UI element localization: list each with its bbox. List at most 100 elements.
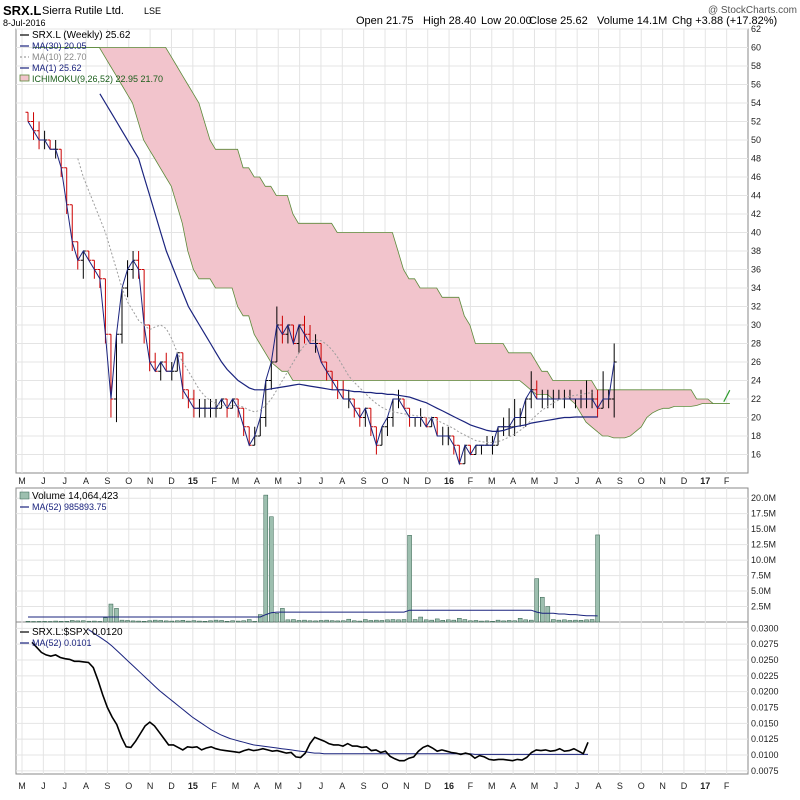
price-y-tick: 48: [751, 154, 761, 164]
volume-bars: [25, 494, 600, 623]
x-tick-label: S: [361, 781, 367, 791]
x-tick-label: F: [468, 476, 474, 486]
x-tick-label: A: [596, 476, 602, 486]
volume-bar: [396, 619, 401, 623]
volume-bar: [53, 620, 58, 623]
price-y-tick: 24: [751, 376, 761, 386]
x-tick-label: D: [424, 476, 431, 486]
volume-bar: [528, 619, 534, 623]
volume-bar: [296, 620, 302, 623]
price-y-tick: 52: [751, 117, 761, 127]
volume-bar: [368, 620, 374, 623]
x-tick-label: D: [681, 476, 688, 486]
x-tick-label: 16: [444, 476, 454, 486]
price-y-tick: 44: [751, 191, 761, 201]
x-tick-label: 17: [700, 781, 710, 791]
x-tick-label: O: [381, 476, 388, 486]
ohlc-bar: [467, 444, 473, 455]
volume-bar: [418, 616, 423, 623]
legend-ma1: MA(1) 25.62: [32, 63, 82, 73]
axis-labels: M M J J J J A A S S O O N N D D 15 15 F F M M A A M M J J J J A A S S O O N N…: [18, 24, 778, 791]
volume-y-tick: 10.0M: [751, 555, 776, 565]
volume-value: Volume 14.1M: [597, 15, 667, 27]
volume-bar: [191, 620, 197, 623]
x-tick-label: 15: [188, 476, 198, 486]
ratio-y-tick: 0.0275: [751, 639, 779, 649]
volume-bar: [540, 596, 545, 623]
x-tick-label: J: [575, 476, 580, 486]
volume-bar: [385, 619, 390, 623]
close-value: Close 25.62: [529, 15, 588, 27]
volume-bar: [164, 620, 169, 623]
cloud-span-a: [33, 47, 730, 404]
x-tick-label: M: [488, 781, 496, 791]
volume-bar: [556, 619, 562, 623]
price-y-tick: 20: [751, 413, 761, 423]
volume-bar: [42, 621, 47, 623]
x-tick-label: J: [297, 476, 302, 486]
volume-bar: [490, 621, 495, 623]
ratio-line: [31, 641, 589, 762]
x-tick-label: 17: [700, 476, 710, 486]
ohlc-bar: [263, 380, 269, 427]
volume-bar: [31, 621, 36, 623]
volume-bar: [340, 620, 346, 623]
cloud-area: [33, 47, 730, 438]
price-y-tick: 18: [751, 431, 761, 441]
volume-bar: [468, 620, 473, 623]
x-tick-label: N: [403, 781, 410, 791]
x-tick-label: J: [41, 476, 46, 486]
volume-bar: [291, 619, 296, 623]
x-tick-label: J: [575, 781, 580, 791]
volume-bar: [379, 620, 385, 623]
volume-bar: [302, 619, 307, 623]
x-tick-label: J: [62, 781, 67, 791]
price-y-tick: 58: [751, 61, 761, 71]
x-tick-label: D: [424, 781, 431, 791]
volume-chart-title: Volume 14,064,423: [32, 491, 119, 502]
ratio-legend: SRX.L:$SPX 0.0120 MA(52) 0.0101: [32, 627, 123, 648]
ohlc-bar: [119, 287, 125, 344]
volume-bar: [241, 620, 246, 623]
ohlc-bar: [86, 250, 92, 261]
volume-bar: [58, 621, 64, 623]
x-tick-label: F: [724, 781, 730, 791]
volume-bar: [141, 621, 147, 623]
legend-ma30: MA(30) 20.05: [32, 41, 87, 51]
volume-bar: [551, 619, 556, 623]
volume-bar: [208, 620, 213, 623]
ohlc-bar: [191, 389, 197, 418]
price-y-tick: 62: [751, 24, 761, 34]
x-tick-label: A: [254, 476, 260, 486]
ratio-y-tick: 0.0300: [751, 623, 779, 633]
x-tick-label: A: [510, 476, 516, 486]
volume-y-tick: 20.0M: [751, 493, 776, 503]
volume-bar: [457, 618, 462, 623]
x-tick-label: F: [724, 476, 730, 486]
price-y-tick: 16: [751, 450, 761, 460]
ratio-y-tick: 0.0100: [751, 750, 779, 760]
ichimoku-cloud: [33, 47, 731, 439]
volume-bar: [36, 621, 42, 623]
x-tick-label: S: [617, 781, 623, 791]
volume-bar: [512, 620, 517, 623]
ohlc-bar: [230, 398, 236, 409]
x-tick-label: A: [83, 781, 89, 791]
ohlc-bar: [36, 121, 42, 150]
price-y-tick: 42: [751, 209, 761, 219]
volume-bar: [357, 620, 363, 623]
x-tick-label: D: [168, 781, 175, 791]
volume-y-tick: 15.0M: [751, 524, 776, 534]
x-tick-label: S: [617, 476, 623, 486]
x-tick-label: A: [254, 781, 260, 791]
x-tick-label: A: [510, 781, 516, 791]
volume-y-tick: 5.0M: [751, 586, 771, 596]
volume-bar: [573, 619, 578, 623]
price-y-tick: 38: [751, 246, 761, 256]
volume-bar: [213, 619, 219, 623]
ratio-lines: [31, 629, 589, 762]
x-tick-label: M: [232, 781, 240, 791]
volume-bar: [329, 620, 335, 623]
volume-bar: [230, 620, 235, 623]
